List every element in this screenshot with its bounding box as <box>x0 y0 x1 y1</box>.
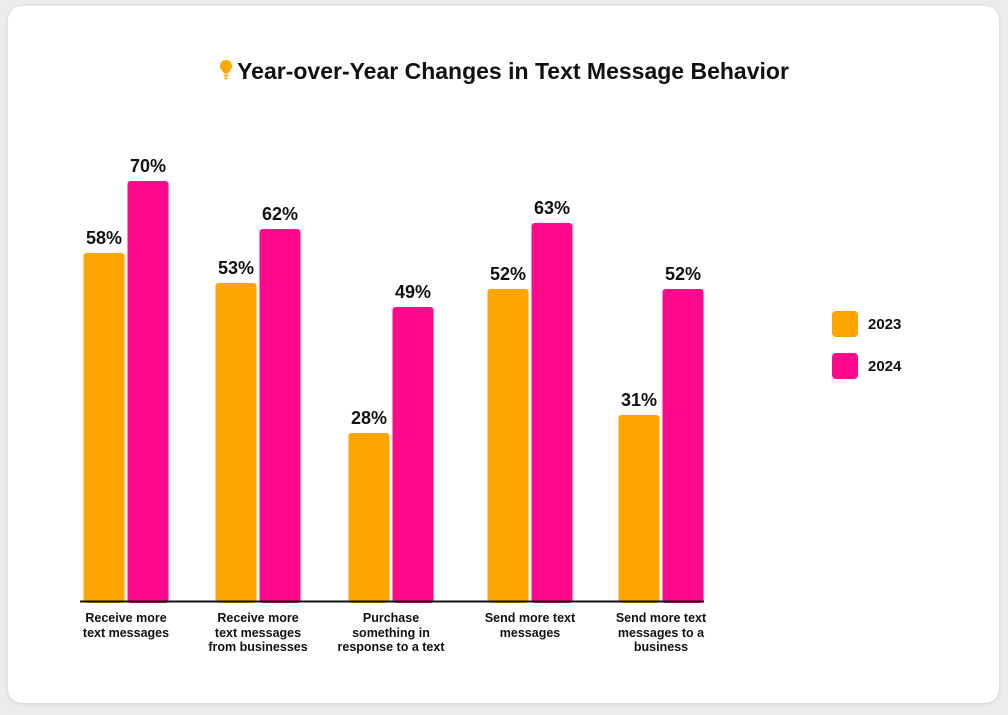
bar-2024-3 <box>531 223 573 603</box>
legend-label-2024: 2024 <box>868 357 902 375</box>
x-tick-label-line: text messages <box>214 625 302 640</box>
legend-swatch-2024 <box>832 353 858 379</box>
x-tick-label-line: business <box>633 640 689 654</box>
x-tick-label-line: response to a text <box>337 640 445 654</box>
x-tick-label-line: from businesses <box>208 640 308 654</box>
data-label-2023-2: 28% <box>351 408 387 428</box>
bar-2023-4 <box>618 415 660 603</box>
x-tick-label-4: Send more text messages to a business <box>586 611 736 655</box>
x-tick-label-line: something in <box>352 625 430 640</box>
legend-swatch-2023 <box>832 311 858 337</box>
x-tick-label-line: Receive more <box>217 611 299 625</box>
bar-2024-4 <box>662 289 704 603</box>
data-label-2024-0: 70% <box>130 156 166 176</box>
x-tick-label-3: Send more text messages <box>455 611 605 640</box>
x-tick-label-line: Send more text <box>484 611 576 625</box>
bar-2024-2 <box>392 307 434 603</box>
x-tick-label-line: Send more text <box>615 611 707 625</box>
x-tick-label-line: text messages <box>82 625 170 640</box>
x-tick-label-line: Purchase <box>362 611 420 625</box>
data-label-2023-4: 31% <box>621 390 657 410</box>
data-label-2024-3: 63% <box>534 198 570 218</box>
data-label-2023-1: 53% <box>218 258 254 278</box>
bar-2023-1 <box>215 283 257 603</box>
data-label-2024-1: 62% <box>262 204 298 224</box>
x-tick-label-line: messages to a <box>617 625 705 640</box>
legend-item-2024: 2024 <box>832 353 901 379</box>
bar-2023-2 <box>348 433 390 603</box>
lightbulb-icon <box>219 59 233 87</box>
x-tick-label-2: Purchase something in response to a text <box>316 611 466 655</box>
bar-2024-1 <box>259 229 301 603</box>
data-label-2023-0: 58% <box>86 228 122 248</box>
x-tick-label-line: messages <box>499 625 561 640</box>
data-label-2023-3: 52% <box>490 264 526 284</box>
x-tick-label-0: Receive more text messages <box>51 611 201 640</box>
data-label-2024-2: 49% <box>395 282 431 302</box>
chart-title-row: Year-over-Year Changes in Text Message B… <box>0 58 1008 87</box>
bar-2023-3 <box>487 289 529 603</box>
legend-item-2023: 2023 <box>832 311 901 337</box>
bar-2023-0 <box>83 253 125 603</box>
legend-label-2023: 2023 <box>868 315 902 333</box>
page-title: Year-over-Year Changes in Text Message B… <box>237 58 789 84</box>
bar-2024-0 <box>127 181 169 603</box>
data-label-2024-4: 52% <box>665 264 701 284</box>
x-tick-label-1: Receive more text messages from businesses <box>183 611 333 655</box>
x-tick-label-line: Receive more <box>85 611 167 625</box>
